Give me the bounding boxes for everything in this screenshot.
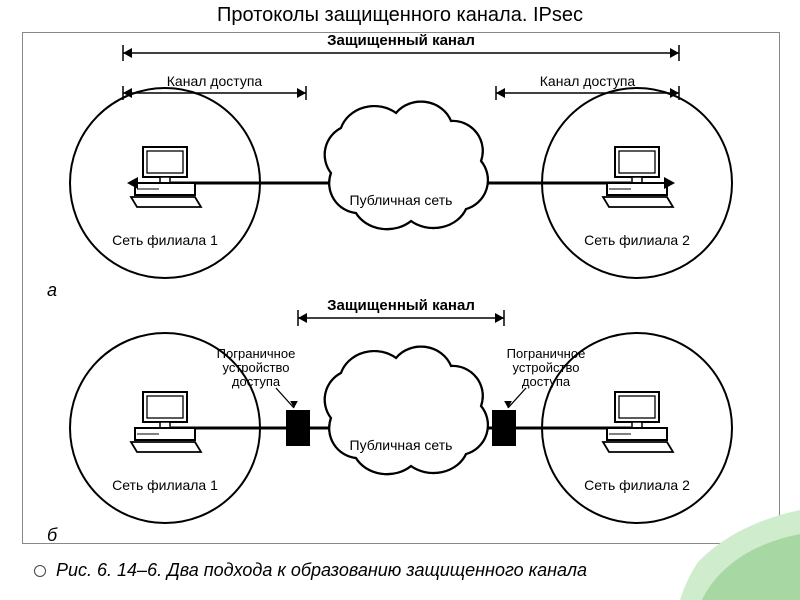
svg-text:доступа: доступа [522, 374, 571, 389]
svg-text:Сеть филиала 1: Сеть филиала 1 [112, 477, 218, 493]
svg-text:Пограничное: Пограничное [507, 346, 586, 361]
page-title: Протоколы защищенного канала. IPsec [0, 4, 800, 27]
svg-text:Сеть филиала 1: Сеть филиала 1 [112, 232, 218, 248]
svg-text:Канал доступа: Канал доступа [540, 73, 636, 89]
svg-text:Защищенный канал: Защищенный канал [327, 297, 475, 314]
svg-text:доступа: доступа [232, 374, 281, 389]
network-diagram-svg: Сеть филиала 1 Сеть филиала 2 Публичная се… [23, 33, 779, 543]
svg-text:Сеть филиала 2: Сеть филиала 2 [584, 232, 690, 248]
svg-text:устройство: устройство [513, 360, 580, 375]
bullet-icon [34, 565, 46, 577]
caption-text: Рис. 6. 14–6. Два подхода к образованию … [56, 560, 587, 580]
diagram-frame: Сеть филиала 1 Сеть филиала 2 Публичная се… [22, 32, 780, 544]
svg-text:Публичная сеть: Публичная сеть [350, 437, 453, 453]
svg-text:Публичная сеть: Публичная сеть [350, 192, 453, 208]
panel-a: Сеть филиала 1 Сеть филиала 2 Публичная се… [47, 33, 732, 300]
figure-caption: Рис. 6. 14–6. Два подхода к образованию … [22, 560, 778, 581]
svg-text:а: а [47, 280, 57, 300]
svg-text:б: б [47, 525, 58, 543]
panel-b: Сеть филиала 1 Сеть филиала 2 Публичная се… [47, 297, 732, 543]
svg-text:устройство: устройство [223, 360, 290, 375]
svg-text:Защищенный канал: Защищенный канал [327, 33, 475, 49]
svg-text:Пограничное: Пограничное [217, 346, 296, 361]
svg-text:Канал доступа: Канал доступа [167, 73, 263, 89]
svg-text:Сеть филиала 2: Сеть филиала 2 [584, 477, 690, 493]
